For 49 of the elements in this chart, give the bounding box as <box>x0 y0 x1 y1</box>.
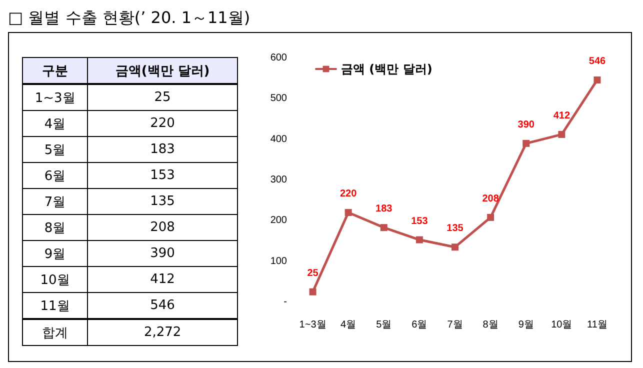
text: □ 월별 수출 현황(’ 20. 1～11월) <box>8 8 250 29</box>
data-label: 208 <box>482 193 500 204</box>
data-label: 412 <box>553 110 570 122</box>
x-tick-label: 1~3월 <box>299 320 326 330</box>
text: 135 <box>150 194 175 209</box>
y-tick-label: 200 <box>270 215 288 226</box>
x-tick-label: 10월 <box>551 320 572 330</box>
data-label: 25 <box>307 268 319 279</box>
text: 구분 <box>22 58 88 84</box>
category-label: 8월 <box>44 220 66 236</box>
x-tick-label: 11월 <box>587 320 608 330</box>
legend-label: 금액 (백만 달러) <box>341 62 432 76</box>
category-label: 9월 <box>44 246 66 262</box>
data-label: 153 <box>411 216 428 227</box>
text: 2,272 <box>88 319 238 346</box>
y-tick-label: - <box>284 296 287 308</box>
x-tick-label: 5월 <box>376 320 392 330</box>
text: 412 <box>150 272 175 287</box>
data-label: 390 <box>518 119 535 130</box>
category-label: 1~3월 <box>34 90 76 106</box>
category-label: 10월 <box>40 272 70 288</box>
category-label: 6월 <box>44 168 66 184</box>
category-label: 11월 <box>40 298 70 314</box>
y-tick-label: 100 <box>270 256 288 267</box>
data-label: 135 <box>446 223 464 234</box>
x-tick-label: 7월 <box>447 320 463 330</box>
data-label: 546 <box>588 56 606 67</box>
y-tick-label: 400 <box>270 134 288 145</box>
y-tick-label: 300 <box>270 174 288 186</box>
text: 208 <box>150 220 175 235</box>
x-tick-label: 8월 <box>482 320 498 330</box>
text: 합계 <box>22 319 88 346</box>
y-tick-label: 500 <box>270 93 288 104</box>
text: 183 <box>150 142 175 157</box>
x-tick-label: 6월 <box>412 320 428 330</box>
data-label: 220 <box>340 188 358 200</box>
category-label: 5월 <box>44 142 66 158</box>
text: 25 <box>154 90 171 105</box>
text: 220 <box>150 116 175 131</box>
category-label: 7월 <box>44 194 66 210</box>
y-tick-label: 600 <box>270 52 288 64</box>
category-label: 4월 <box>44 116 66 132</box>
text: 546 <box>150 298 175 313</box>
text: 153 <box>150 168 175 183</box>
data-label: 183 <box>376 204 393 215</box>
x-tick-label: 9월 <box>518 320 534 330</box>
text: 390 <box>150 246 175 261</box>
x-tick-label: 4월 <box>340 320 356 330</box>
text: 금액(백만 달러) <box>88 58 238 84</box>
